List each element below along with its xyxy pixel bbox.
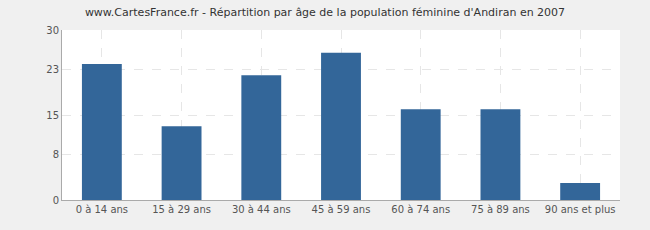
svg-text:30 à 44 ans: 30 à 44 ans xyxy=(232,204,291,215)
svg-text:90 ans et plus: 90 ans et plus xyxy=(545,204,616,215)
svg-text:75 à 89 ans: 75 à 89 ans xyxy=(471,204,530,215)
svg-text:0: 0 xyxy=(53,195,59,206)
svg-text:8: 8 xyxy=(53,149,59,160)
svg-text:45 à 59 ans: 45 à 59 ans xyxy=(312,204,371,215)
svg-text:30: 30 xyxy=(46,25,59,36)
svg-text:0 à 14 ans: 0 à 14 ans xyxy=(76,204,128,215)
svg-text:60 à 74 ans: 60 à 74 ans xyxy=(391,204,450,215)
svg-text:15 à 29 ans: 15 à 29 ans xyxy=(152,204,211,215)
svg-text:www.CartesFrance.fr - Répartit: www.CartesFrance.fr - Répartition par âg… xyxy=(85,6,565,19)
svg-text:15: 15 xyxy=(46,110,59,121)
svg-text:23: 23 xyxy=(46,64,59,75)
